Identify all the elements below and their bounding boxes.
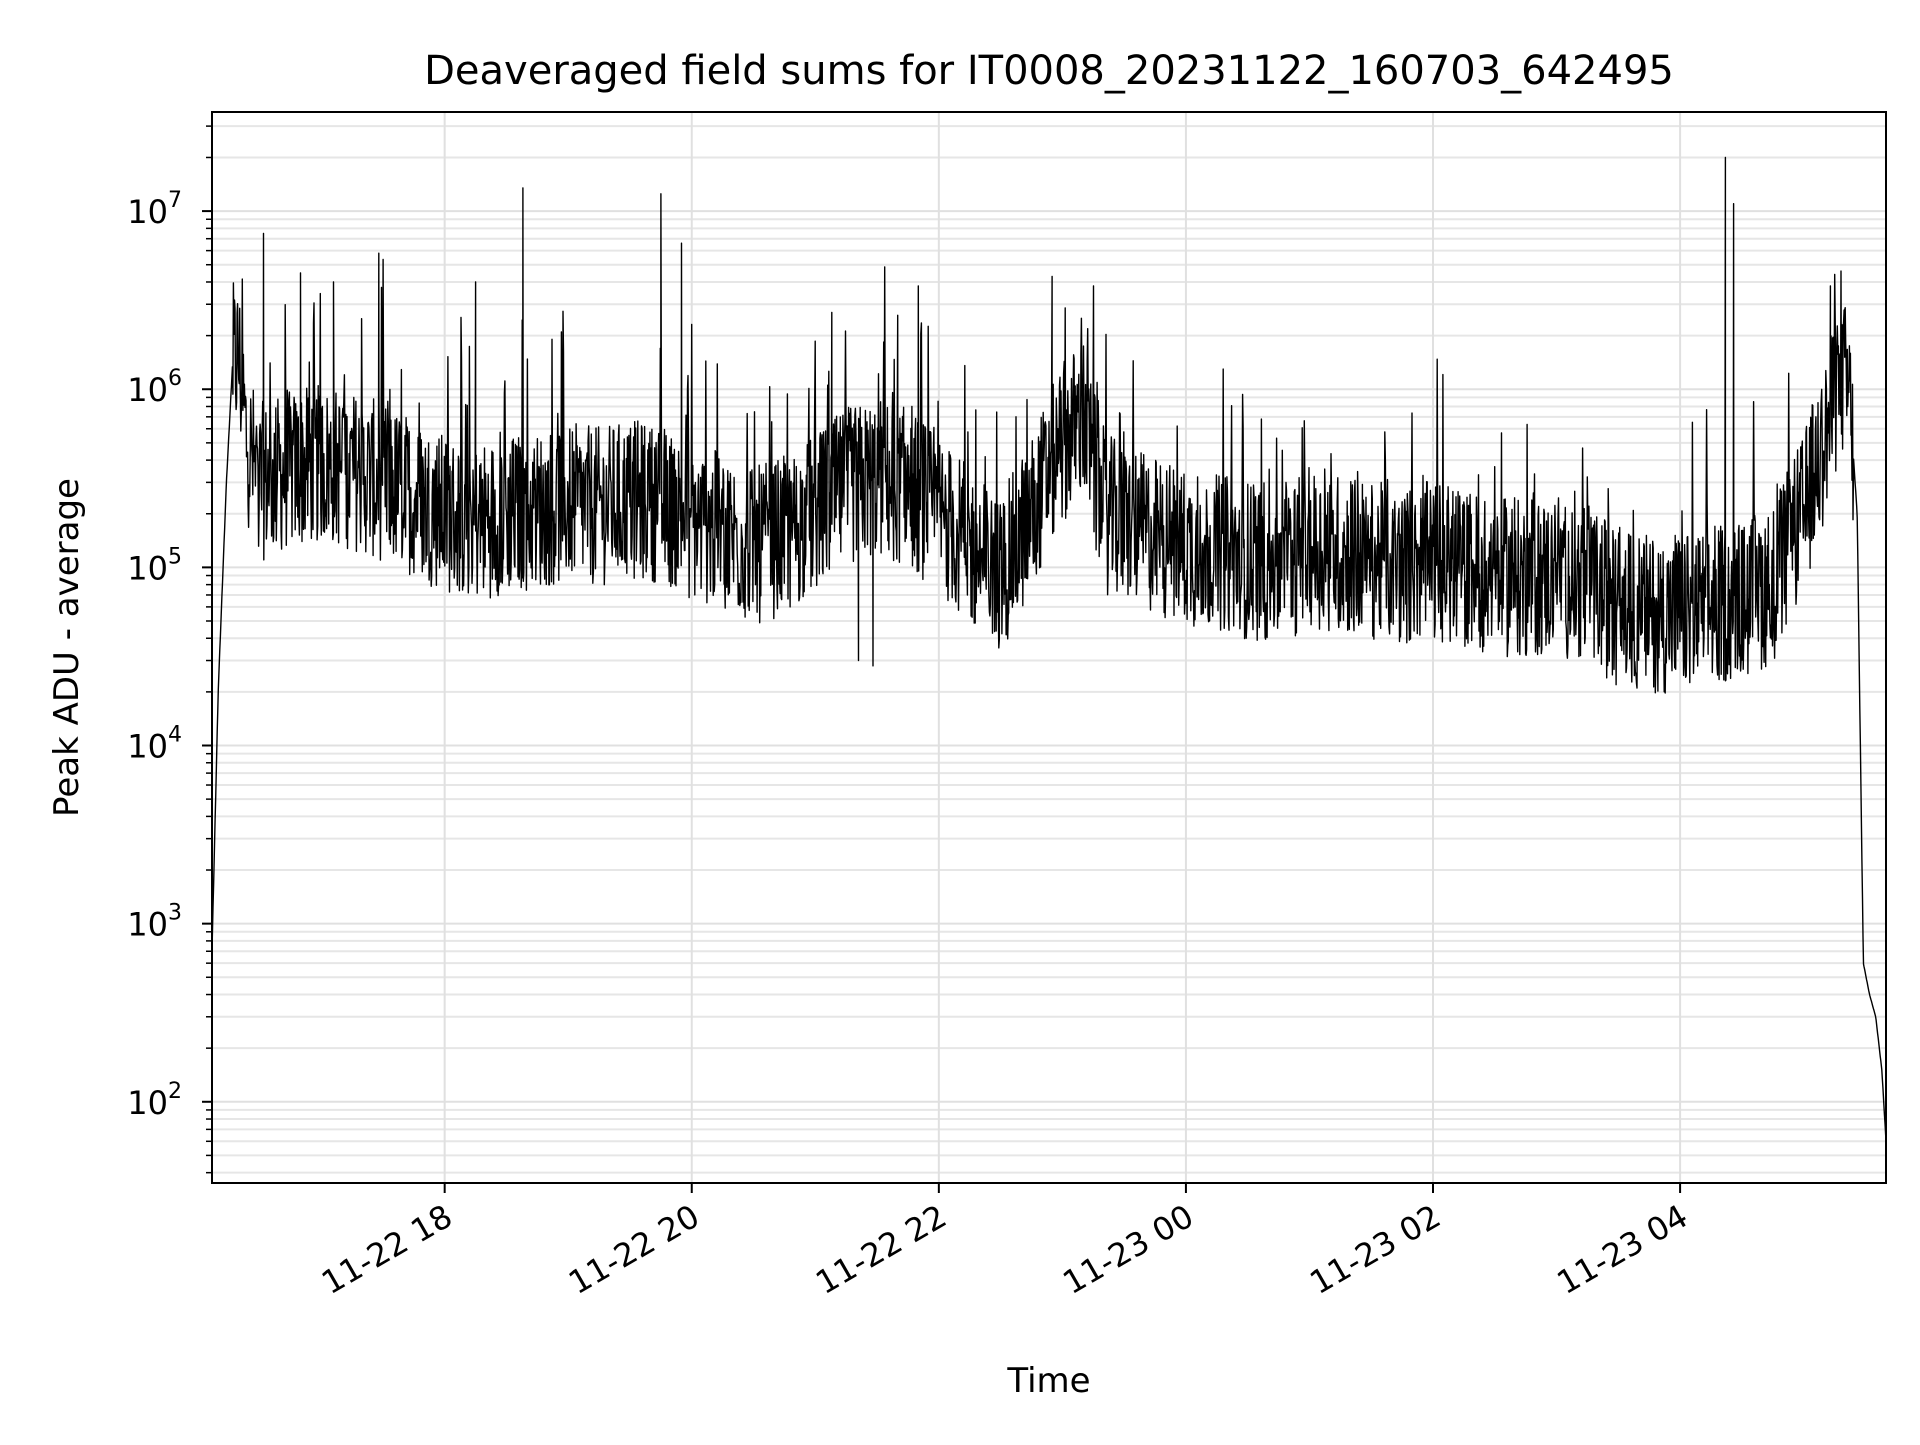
y-tick-label: 107	[127, 188, 182, 231]
grid	[212, 112, 1886, 1183]
x-tick-label: 11-23 00	[1056, 1197, 1200, 1302]
plot-frame	[211, 111, 1887, 1184]
x-tick-label: 11-22 20	[562, 1197, 706, 1302]
y-tick-exponent: 6	[168, 366, 182, 391]
y-axis: 102 103 104 105 106 107	[127, 125, 212, 1174]
x-tick-label: 11-23 04	[1550, 1197, 1694, 1302]
y-tick-exponent: 4	[168, 723, 182, 748]
y-tick-label: 105	[127, 544, 182, 587]
chart-title: Deaveraged field sums for IT0008_2023112…	[424, 48, 1674, 94]
x-axis-label: Time	[1006, 1361, 1090, 1401]
x-tick-label: 11-22 18	[315, 1197, 459, 1302]
y-tick-label: 102	[127, 1079, 182, 1122]
x-axis: 11-22 18 11-22 20 11-22 22 11-23 00 11-23 02…	[315, 1183, 1694, 1302]
y-tick-exponent: 7	[168, 188, 182, 213]
y-tick-exponent: 3	[168, 901, 182, 926]
y-tick-label: 106	[127, 366, 182, 409]
y-axis-label: Peak ADU - average	[47, 478, 87, 817]
x-tick-label: 11-22 22	[809, 1197, 953, 1302]
y-tick-label: 104	[127, 723, 182, 766]
series-line	[211, 156, 1887, 1142]
y-tick-exponent: 2	[168, 1079, 182, 1104]
x-tick-label: 11-23 02	[1303, 1197, 1447, 1302]
y-tick-exponent: 5	[168, 544, 182, 569]
y-tick-label: 103	[127, 901, 182, 944]
series-layer	[211, 156, 1887, 1142]
